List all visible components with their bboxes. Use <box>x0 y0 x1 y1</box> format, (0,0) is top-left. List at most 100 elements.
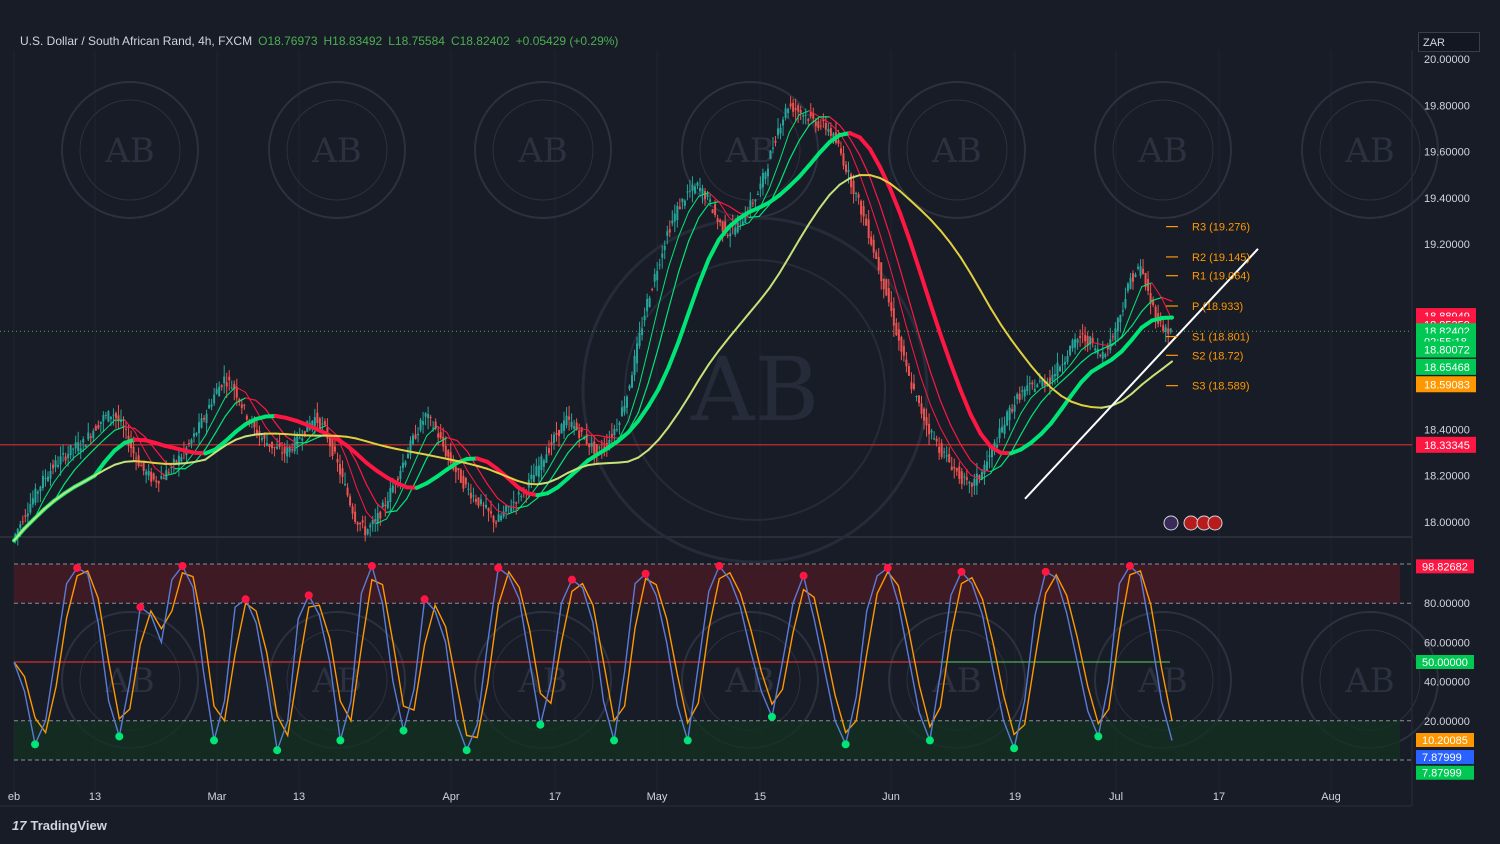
candle-body <box>636 343 639 364</box>
ma-slow-line <box>385 445 398 450</box>
ma-main-line <box>1119 337 1134 354</box>
ma-fast-line <box>1080 341 1092 351</box>
candle-body <box>666 231 669 236</box>
watermark-seal <box>1301 81 1439 219</box>
candle-body <box>77 442 80 452</box>
ma-mid-line <box>1010 433 1022 454</box>
stoch-trough-dot <box>841 740 850 749</box>
ma-fast-line <box>1040 382 1052 390</box>
candle-body <box>965 477 968 480</box>
candle-body <box>243 404 246 406</box>
ma-main-line <box>646 387 661 409</box>
stoch-tick-label: 60.00000 <box>1424 637 1470 649</box>
watermark-text: AB <box>931 131 982 171</box>
candle-body <box>751 202 754 204</box>
stoch-peak-dot <box>494 563 503 572</box>
candle-body <box>676 205 679 221</box>
candle-body <box>109 416 112 420</box>
candle-body <box>593 441 596 455</box>
candle-body <box>842 153 845 166</box>
ma-slow-line <box>687 378 700 398</box>
candle-body <box>912 383 915 389</box>
candle-body <box>318 418 321 430</box>
ma-mid-line <box>1151 296 1163 302</box>
candle-body <box>94 426 97 431</box>
ma-mid-line <box>798 124 811 141</box>
stoch-tag-label: 10.20085 <box>1422 735 1468 747</box>
ma-fast-line <box>43 481 55 500</box>
ma-main-line <box>787 174 802 189</box>
candle-body <box>220 385 223 388</box>
ma-slow-line <box>254 432 267 436</box>
ma-main-line <box>565 467 580 481</box>
candle-body <box>89 436 92 439</box>
candle-body <box>837 140 840 144</box>
price-tag-box <box>1416 376 1476 393</box>
candle-body <box>789 103 792 107</box>
candle-body <box>839 148 842 154</box>
candle-body <box>787 108 790 114</box>
candle-body <box>263 434 266 439</box>
candle-body <box>198 422 201 434</box>
candle-body <box>794 108 797 110</box>
candle-body <box>550 442 553 445</box>
ma-main-line <box>344 443 359 456</box>
candle-body <box>218 386 221 397</box>
candle-body <box>490 511 493 514</box>
watermark-ring <box>286 99 388 201</box>
candle-body <box>167 472 170 474</box>
candle-body <box>698 187 701 192</box>
candle-body <box>610 433 613 438</box>
candle-body <box>844 164 847 172</box>
candle-body <box>648 297 651 307</box>
ma-fast-line <box>1020 397 1032 414</box>
pivot-label: R2 (19.145) <box>1192 252 1250 264</box>
ma-main-line <box>686 282 701 315</box>
price-tick-label: 20.00000 <box>1424 54 1470 66</box>
ma-slow-line <box>919 208 932 221</box>
candle-body <box>434 421 437 429</box>
stoch-trough-dot <box>399 726 408 735</box>
tradingview-logo[interactable]: 17 TradingView <box>12 818 107 833</box>
candle-body <box>44 477 47 480</box>
candle-body <box>396 478 399 481</box>
candle-body <box>580 427 583 432</box>
time-tick-label: May <box>647 791 668 803</box>
candle-body <box>940 443 943 457</box>
candle-body <box>671 220 674 224</box>
candle-body <box>1134 274 1137 278</box>
ma-main-line <box>888 186 903 216</box>
ma-main-line <box>112 440 127 453</box>
watermark-text: AB <box>104 131 155 171</box>
ma-fast-line <box>73 448 85 458</box>
ma-fast-line <box>1050 374 1062 384</box>
ma-main-line <box>636 404 651 423</box>
candle-body <box>1152 299 1155 306</box>
ma-fast-line <box>980 472 992 481</box>
candle-body <box>213 394 216 404</box>
candle-body <box>615 429 618 431</box>
stoch-peak-dot <box>715 561 724 570</box>
watermark-big-seal <box>581 216 929 564</box>
candle-body <box>945 455 948 457</box>
ma-mid-line <box>677 240 690 273</box>
candle-body <box>459 469 462 483</box>
candle-body <box>943 451 946 453</box>
currency-selector[interactable]: ZAR <box>1418 32 1480 52</box>
ma-slow-line <box>909 199 922 211</box>
candle-body <box>1116 318 1119 332</box>
ma-fast-line <box>879 233 891 268</box>
symbol-title[interactable]: U.S. Dollar / South African Rand, 4h, FX… <box>20 34 253 48</box>
ma-mid-line <box>808 116 821 126</box>
candle-body <box>351 506 354 514</box>
candle-body <box>359 522 362 525</box>
ma-slow-line <box>204 451 217 461</box>
ma-slow-line <box>244 433 257 438</box>
candle-body <box>754 199 757 202</box>
candle-body <box>1061 364 1064 366</box>
candle-body <box>1126 283 1129 291</box>
ma-slow-line <box>899 190 912 202</box>
stoch-peak-dot <box>178 561 187 570</box>
ma-main-line <box>827 133 842 145</box>
